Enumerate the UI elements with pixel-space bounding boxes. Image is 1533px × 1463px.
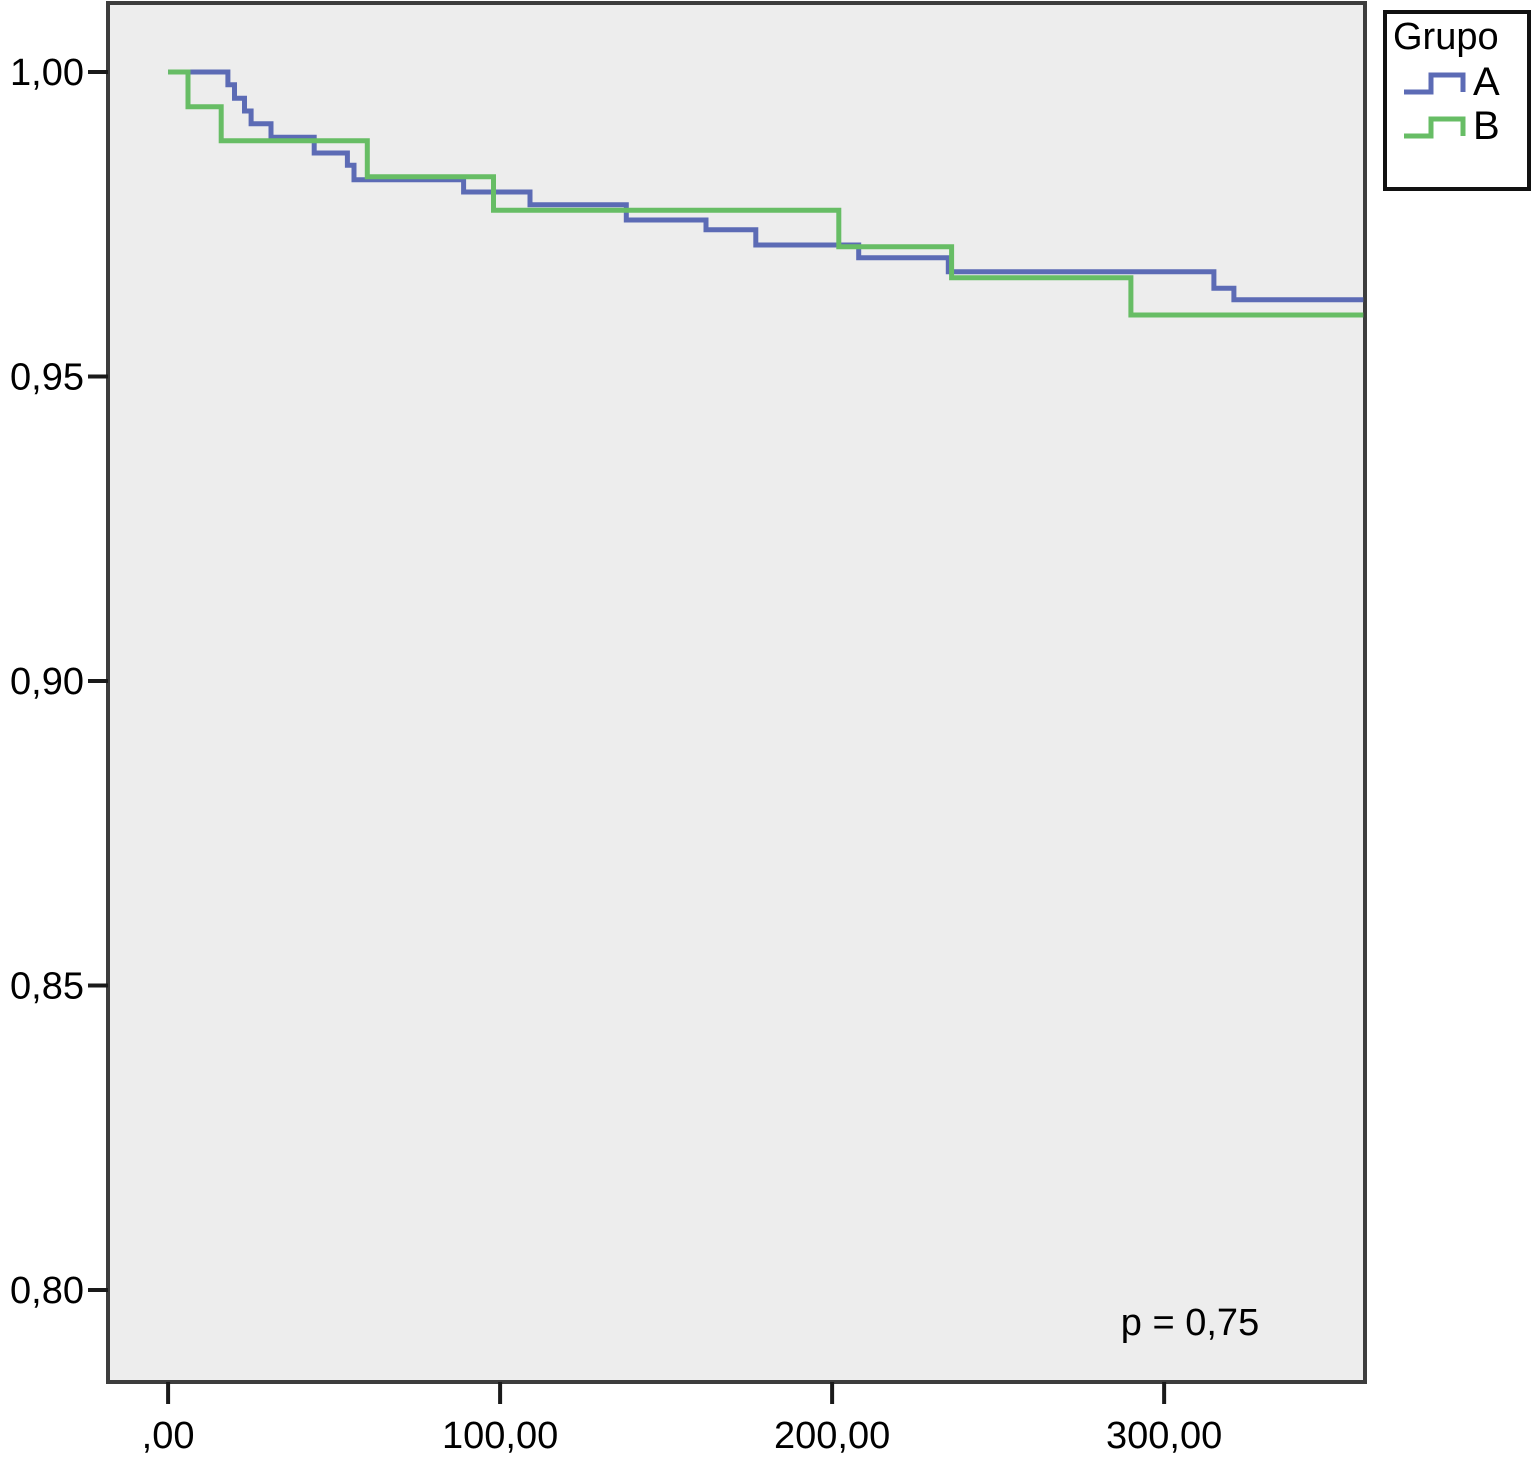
- plot-area: [106, 1, 1367, 1384]
- y-axis-tick-label: 0,90: [10, 661, 84, 703]
- legend-label-b: B: [1473, 104, 1500, 149]
- x-axis-tick-label: ,00: [142, 1415, 195, 1457]
- legend-item-b: B: [1393, 104, 1527, 149]
- x-axis-tick-label: 200,00: [774, 1415, 890, 1457]
- p-value-annotation: p = 0,75: [1120, 1302, 1260, 1344]
- survival-curve-b: [168, 69, 1364, 318]
- legend-title: Grupo: [1393, 16, 1499, 58]
- x-axis-tick-label: 100,00: [442, 1415, 558, 1457]
- y-axis-tick-label: 0,95: [10, 357, 84, 399]
- survival-curve-a: [168, 69, 1364, 303]
- legend-item-a: A: [1393, 60, 1527, 105]
- y-axis-tick-label: 0,85: [10, 966, 84, 1008]
- legend-step-line-b-icon: [1404, 116, 1466, 139]
- legend-step-line-a-icon: [1404, 72, 1466, 95]
- y-axis-tick-label: 0,80: [10, 1270, 84, 1312]
- x-axis-tick-label: 300,00: [1106, 1415, 1222, 1457]
- legend-label-a: A: [1473, 60, 1500, 105]
- y-axis-tick-label: 1,00: [10, 52, 84, 94]
- legend: Grupo A B: [1383, 10, 1531, 191]
